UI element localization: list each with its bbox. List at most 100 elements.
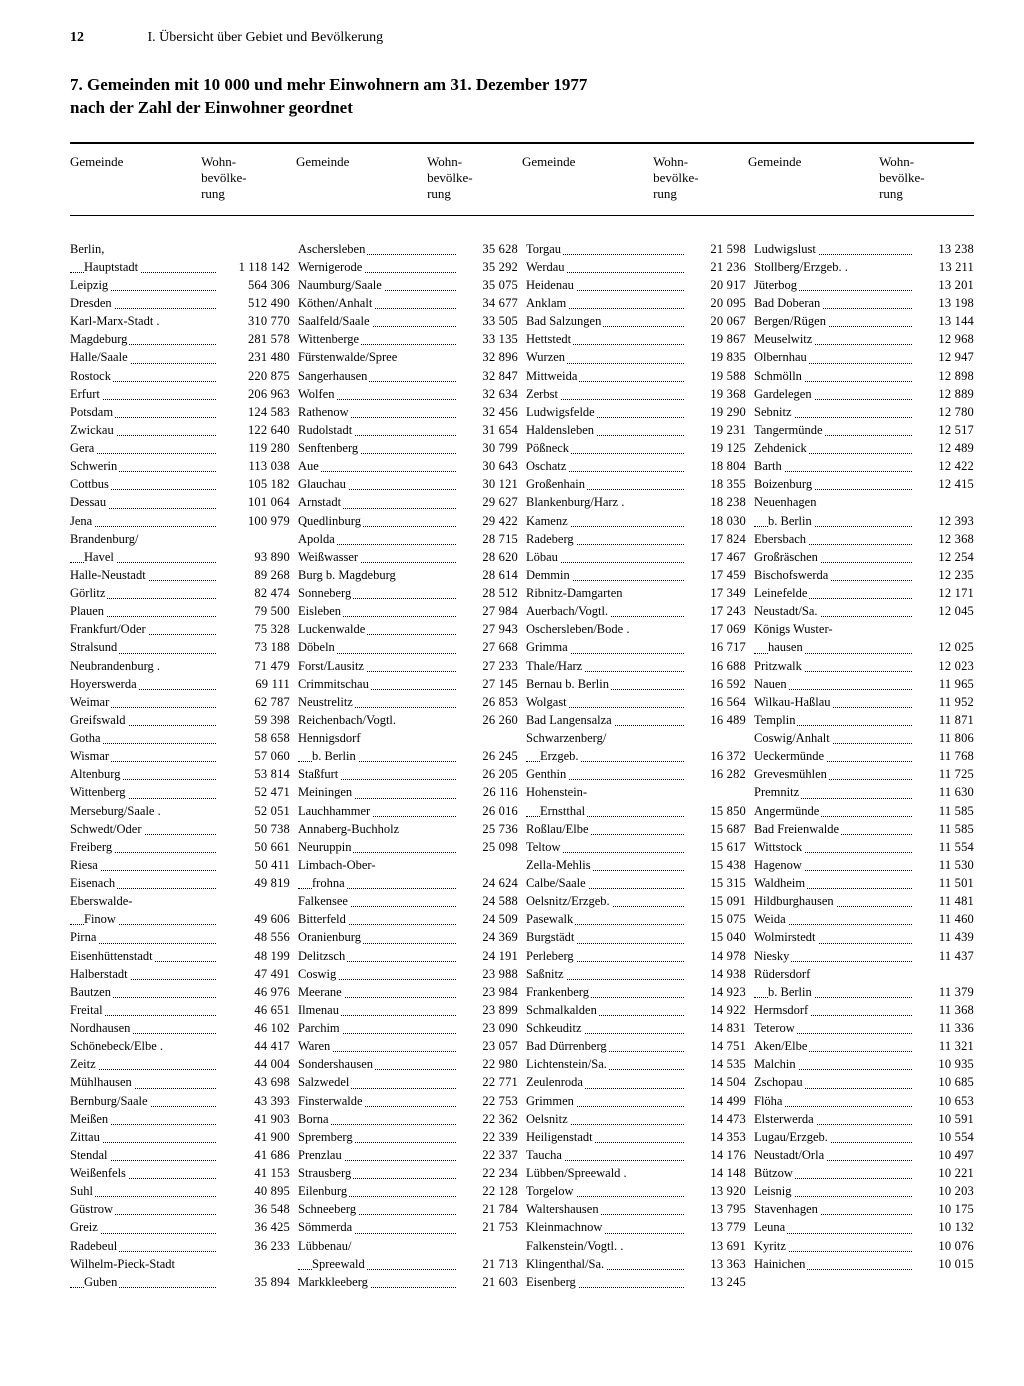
population-value: 13 198 — [912, 294, 974, 312]
table-row: Halle-Neustadt89 268 — [70, 566, 290, 584]
municipality-name: Weida — [754, 910, 912, 928]
municipality-name: Waltershausen — [526, 1200, 684, 1218]
table-row: Pasewalk15 075 — [526, 910, 746, 928]
municipality-name: b. Berlin — [754, 983, 912, 1001]
municipality-name: Bernburg/Saale — [70, 1092, 216, 1110]
table-row: Burgstädt15 040 — [526, 928, 746, 946]
municipality-name: Kamenz — [526, 512, 684, 530]
population-value: 10 132 — [912, 1218, 974, 1236]
table-row: Grimma16 717 — [526, 638, 746, 656]
table-row: Schönebeck/Elbe .44 417 — [70, 1037, 290, 1055]
table-row: Forst/Lausitz27 233 — [298, 657, 518, 675]
population-value: 10 221 — [912, 1164, 974, 1182]
population-value: 16 688 — [684, 657, 746, 675]
table-row: Leinefelde12 171 — [754, 584, 974, 602]
header-gemeinde: Gemeinde — [748, 154, 879, 203]
table-row: Waren23 057 — [298, 1037, 518, 1055]
municipality-name: Erfurt — [70, 385, 216, 403]
population-value: 48 199 — [216, 947, 290, 965]
table-row: Kleinmachnow13 779 — [526, 1218, 746, 1236]
table-row: Oschatz18 804 — [526, 457, 746, 475]
municipality-name: Meuselwitz — [754, 330, 912, 348]
table-row: Ebersbach12 368 — [754, 530, 974, 548]
municipality-name: Güstrow — [70, 1200, 216, 1218]
table-row: Hildburghausen11 481 — [754, 892, 974, 910]
table-row: Oranienburg24 369 — [298, 928, 518, 946]
municipality-name: Sangerhausen — [298, 367, 456, 385]
table-row: Klingenthal/Sa.13 363 — [526, 1255, 746, 1273]
population-value: 43 698 — [216, 1073, 290, 1091]
municipality-name: Blankenburg/Harz . — [526, 493, 684, 511]
municipality-name: Frankenberg — [526, 983, 684, 1001]
table-row: Bautzen46 976 — [70, 983, 290, 1001]
population-value: 44 004 — [216, 1055, 290, 1073]
population-value: 79 500 — [216, 602, 290, 620]
municipality-name: Oelsnitz/Erzgeb. — [526, 892, 684, 910]
municipality-name: Sondershausen — [298, 1055, 456, 1073]
municipality-name: Eisenhüttenstadt — [70, 947, 216, 965]
population-value: 89 268 — [216, 566, 290, 584]
municipality-name: Zwickau — [70, 421, 216, 439]
population-value: 73 188 — [216, 638, 290, 656]
title-line-1: 7. Gemeinden mit 10 000 und mehr Einwohn… — [70, 75, 587, 94]
municipality-name: Roßlau/Elbe — [526, 820, 684, 838]
population-value — [216, 1255, 290, 1273]
table-row: Markkleeberg21 603 — [298, 1273, 518, 1291]
municipality-name: Annaberg-Buchholz — [298, 820, 456, 838]
population-value: 1 118 142 — [216, 258, 290, 276]
municipality-name: Radeberg — [526, 530, 684, 548]
population-value: 13 691 — [684, 1237, 746, 1255]
table-row: Thale/Harz16 688 — [526, 657, 746, 675]
population-value: 22 362 — [456, 1110, 518, 1128]
municipality-name: Mühlhausen — [70, 1073, 216, 1091]
population-value: 36 425 — [216, 1218, 290, 1236]
population-value: 10 554 — [912, 1128, 974, 1146]
table-row: Waldheim11 501 — [754, 874, 974, 892]
table-body: Berlin,Hauptstadt1 118 142Leipzig564 306… — [70, 216, 974, 1291]
municipality-name: Bergen/Rügen — [754, 312, 912, 330]
population-value: 15 438 — [684, 856, 746, 874]
population-value: 12 393 — [912, 512, 974, 530]
table-row: Altenburg53 814 — [70, 765, 290, 783]
population-value: 113 038 — [216, 457, 290, 475]
table-row: Hohenstein- — [526, 783, 746, 801]
municipality-name: Bernau b. Berlin — [526, 675, 684, 693]
table-row: Görlitz82 474 — [70, 584, 290, 602]
table-row: Saalfeld/Saale33 505 — [298, 312, 518, 330]
population-value — [912, 620, 974, 638]
municipality-name: Wurzen — [526, 348, 684, 366]
municipality-name: Klingenthal/Sa. — [526, 1255, 684, 1273]
municipality-name: Köthen/Anhalt — [298, 294, 456, 312]
municipality-name: Aue — [298, 457, 456, 475]
table-row: Eberswalde- — [70, 892, 290, 910]
table-row: Radeberg17 824 — [526, 530, 746, 548]
municipality-name: Templin — [754, 711, 912, 729]
municipality-name: Riesa — [70, 856, 216, 874]
population-value — [216, 530, 290, 548]
population-value: 12 235 — [912, 566, 974, 584]
table-row: frohna24 624 — [298, 874, 518, 892]
municipality-name: Burgstädt — [526, 928, 684, 946]
population-value: 22 980 — [456, 1055, 518, 1073]
municipality-name: Greiz — [70, 1218, 216, 1236]
municipality-name: Oranienburg — [298, 928, 456, 946]
population-value: 15 687 — [684, 820, 746, 838]
municipality-name: Rüdersdorf — [754, 965, 912, 983]
table-row: Tangermünde12 517 — [754, 421, 974, 439]
municipality-name: Hoyerswerda — [70, 675, 216, 693]
population-value: 47 491 — [216, 965, 290, 983]
table-row: Greifswald59 398 — [70, 711, 290, 729]
municipality-name: frohna — [298, 874, 456, 892]
table-row: Großenhain18 355 — [526, 475, 746, 493]
table-row: Arnstadt29 627 — [298, 493, 518, 511]
municipality-name: Halle-Neustadt — [70, 566, 216, 584]
population-value: 13 795 — [684, 1200, 746, 1218]
table-row: Freiberg50 661 — [70, 838, 290, 856]
municipality-name: Weißwasser — [298, 548, 456, 566]
table-row: Torgelow13 920 — [526, 1182, 746, 1200]
population-value: 23 988 — [456, 965, 518, 983]
municipality-name: Schmölln — [754, 367, 912, 385]
table-row: Templin11 871 — [754, 711, 974, 729]
table-row: Schwerin113 038 — [70, 457, 290, 475]
table-row: Bernburg/Saale43 393 — [70, 1092, 290, 1110]
